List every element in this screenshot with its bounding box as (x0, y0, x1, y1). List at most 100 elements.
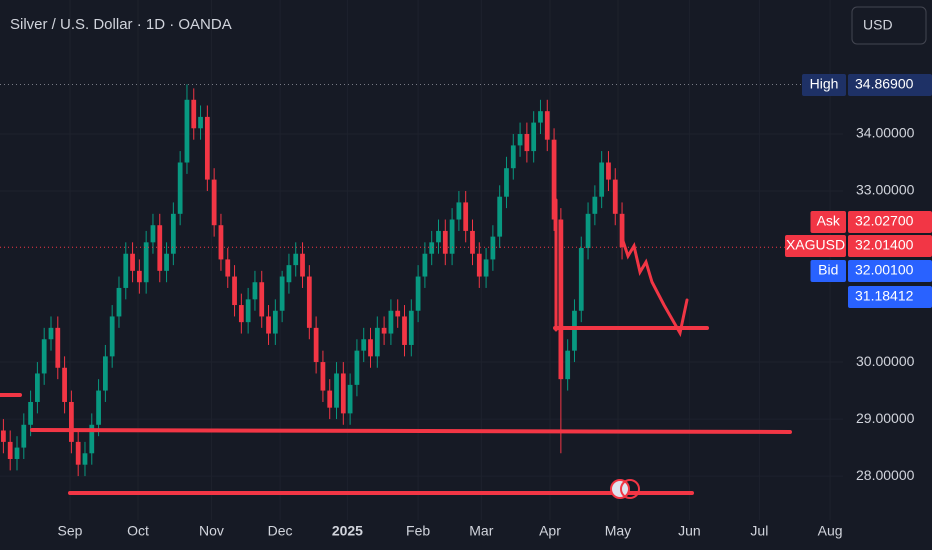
candle-body (402, 316, 407, 345)
price-value-box (848, 286, 932, 308)
candle-body (585, 213, 591, 249)
y-tick-label: 33.00000 (856, 182, 915, 198)
candle-body (422, 253, 428, 277)
candle-body (429, 242, 435, 254)
candle-body (436, 230, 441, 243)
candle-body (354, 350, 360, 385)
x-tick-label: May (605, 523, 631, 539)
candle-body (143, 242, 149, 283)
candle-body (544, 111, 550, 140)
candle-body (150, 225, 156, 243)
candle-body (102, 356, 108, 391)
candle-body (476, 253, 482, 277)
price-name: High (810, 76, 839, 92)
candle-body (442, 230, 448, 254)
candle-body (572, 310, 577, 351)
x-tick-label: Feb (406, 523, 430, 539)
candle-body (612, 179, 618, 214)
candle-body (456, 202, 462, 220)
candle-body (558, 219, 564, 380)
candle-body (313, 327, 319, 363)
x-tick-label: Jul (750, 523, 768, 539)
candle-body (218, 225, 224, 260)
price-name: XAGUSD (786, 237, 845, 253)
candle-body (510, 145, 516, 169)
candle-body (184, 99, 190, 163)
candle-body (232, 276, 237, 306)
candle-body (592, 196, 598, 214)
candle-body (619, 213, 625, 248)
candle-body (490, 236, 496, 260)
x-tick-label: Apr (539, 523, 561, 539)
candle-body (14, 447, 20, 459)
x-tick-label: Nov (199, 523, 224, 539)
candle-body (48, 327, 54, 340)
candle-body (599, 162, 605, 197)
candle-body (69, 401, 74, 442)
price-value: 32.00100 (855, 262, 914, 278)
candle-body (252, 282, 258, 300)
price-value-box (848, 260, 932, 282)
candle-body (191, 99, 197, 129)
y-tick-label: 34.00000 (856, 125, 915, 141)
candle-body (388, 310, 394, 334)
price-value: 32.02700 (855, 213, 914, 229)
candle-body (327, 390, 333, 408)
currency-label[interactable]: USD (863, 17, 893, 33)
currency-button[interactable] (851, 6, 927, 45)
price-value: 34.86900 (855, 76, 914, 92)
candle-body (89, 424, 95, 454)
candle-body (524, 133, 530, 152)
x-tick-label: Sep (58, 523, 83, 539)
candle-body (340, 373, 346, 414)
candle-body (21, 424, 27, 448)
candle-body (497, 196, 503, 237)
candle-body (75, 441, 81, 465)
candle-body (41, 339, 47, 374)
candle-body (334, 373, 339, 408)
candle-body (164, 253, 169, 271)
price-name-box (802, 74, 846, 96)
candle-body (483, 259, 489, 277)
price-name: Bid (818, 262, 838, 278)
price-value-box (848, 211, 932, 233)
candle-body (28, 401, 33, 425)
candle-body (293, 253, 299, 266)
candle-body (225, 259, 231, 277)
candle-body (286, 265, 292, 283)
x-tick-label: Oct (127, 523, 149, 539)
candle-body (470, 230, 475, 254)
x-tick-label: Dec (268, 523, 293, 539)
candle-body (504, 168, 509, 197)
price-name-box (785, 235, 846, 257)
candle-body (116, 287, 122, 317)
candle-body (109, 316, 115, 357)
drawn-level (30, 428, 792, 434)
candle-body (259, 282, 265, 317)
candle-body (361, 339, 367, 351)
candle-body (82, 453, 88, 465)
candle-body (123, 253, 129, 288)
candle-body (368, 339, 373, 357)
drawings (0, 198, 792, 499)
candle-body (381, 327, 387, 334)
price-name-box (810, 260, 846, 282)
candle-body (204, 116, 210, 180)
candle-body (211, 179, 217, 226)
chart-title: Silver / U.S. Dollar · 1D · OANDA (10, 16, 232, 33)
y-tick-label: 28.00000 (856, 467, 915, 483)
candle-body (272, 310, 278, 334)
candle-body (1, 430, 6, 442)
candle-body (538, 111, 543, 123)
candle-body (279, 276, 285, 311)
candle-body (245, 299, 251, 323)
candle-body (578, 248, 584, 311)
x-tick-label: Aug (818, 523, 843, 539)
x-tick-label: 2025 (332, 523, 363, 539)
price-value-box (848, 74, 932, 96)
x-tick-label: Mar (469, 523, 493, 539)
candle-body (136, 270, 142, 283)
candle-body (551, 139, 557, 220)
candle-body (408, 310, 414, 345)
